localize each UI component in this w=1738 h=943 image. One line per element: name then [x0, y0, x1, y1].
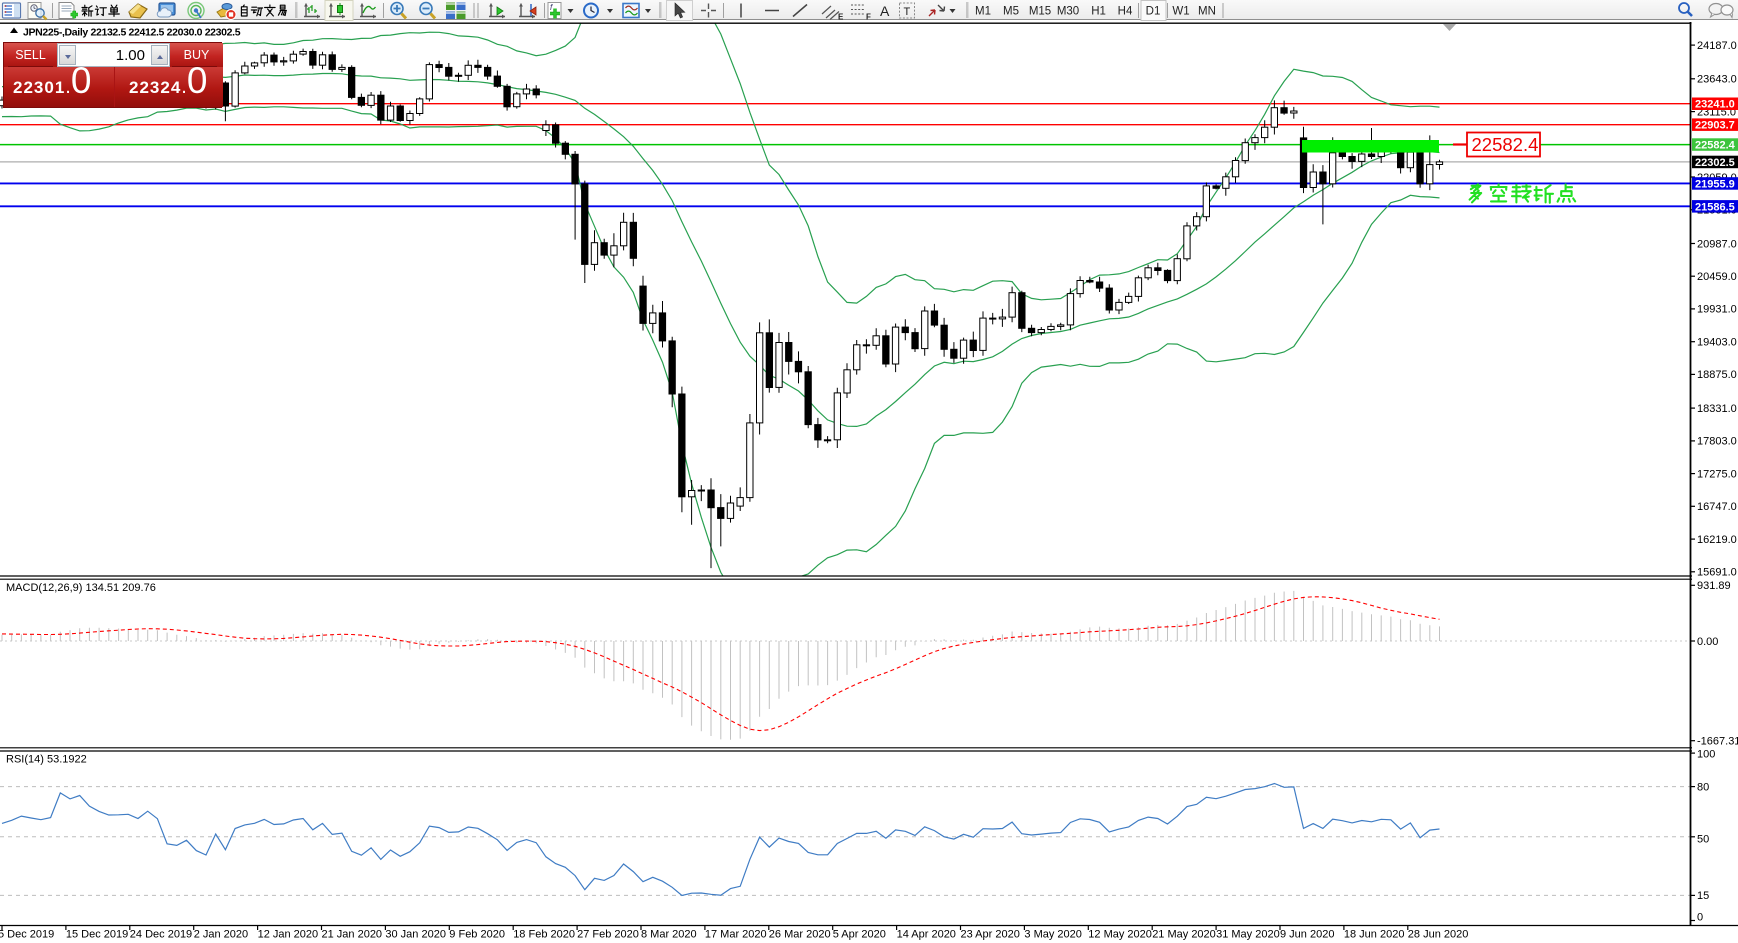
svg-text:E: E: [838, 13, 844, 22]
svg-text:18 Feb 2020: 18 Feb 2020: [513, 929, 575, 941]
svg-text:100: 100: [1697, 749, 1715, 761]
svg-text:21 May 2020: 21 May 2020: [1152, 929, 1216, 941]
svg-text:0: 0: [1697, 912, 1703, 924]
svg-text:M15: M15: [1029, 6, 1051, 18]
svg-text:931.89: 931.89: [1697, 580, 1731, 592]
svg-text:50: 50: [1697, 833, 1709, 845]
svg-text:9 Jun 2020: 9 Jun 2020: [1280, 929, 1334, 941]
svg-text:31 May 2020: 31 May 2020: [1216, 929, 1280, 941]
svg-text:18875.0: 18875.0: [1697, 369, 1737, 381]
svg-text:2 Jan 2020: 2 Jan 2020: [194, 929, 248, 941]
svg-text:-1667.31: -1667.31: [1697, 736, 1738, 748]
svg-text:15: 15: [1697, 890, 1709, 902]
svg-text:21955.9: 21955.9: [1695, 178, 1735, 190]
svg-text:H1: H1: [1091, 6, 1106, 18]
svg-text:28 Jun 2020: 28 Jun 2020: [1408, 929, 1469, 941]
svg-text:27 Feb 2020: 27 Feb 2020: [577, 929, 639, 941]
svg-text:16219.0: 16219.0: [1697, 534, 1737, 546]
svg-text:JPN225-,Daily 22132.5 22412.5: JPN225-,Daily 22132.5 22412.5 22030.0 22…: [23, 27, 241, 39]
svg-text:F: F: [866, 13, 871, 22]
svg-text:M1: M1: [975, 6, 991, 18]
svg-text:0.00: 0.00: [1697, 636, 1718, 648]
svg-text:12 May 2020: 12 May 2020: [1088, 929, 1152, 941]
svg-text:23643.0: 23643.0: [1697, 74, 1737, 86]
svg-text:22582.4: 22582.4: [1695, 140, 1736, 152]
svg-text:f: f: [550, 3, 553, 12]
svg-text:T: T: [904, 6, 911, 18]
svg-text:21586.5: 21586.5: [1695, 201, 1735, 213]
svg-text:D1: D1: [1146, 6, 1161, 18]
svg-text:3 May 2020: 3 May 2020: [1024, 929, 1081, 941]
svg-text:30 Jan 2020: 30 Jan 2020: [385, 929, 446, 941]
svg-text:W1: W1: [1172, 6, 1189, 18]
svg-text:14 Apr 2020: 14 Apr 2020: [897, 929, 956, 941]
svg-text:23241.0: 23241.0: [1695, 99, 1735, 111]
svg-text:17803.0: 17803.0: [1697, 436, 1737, 448]
svg-text:20987.0: 20987.0: [1697, 238, 1737, 250]
svg-text:26 Mar 2020: 26 Mar 2020: [769, 929, 831, 941]
svg-text:15 Dec 2019: 15 Dec 2019: [66, 929, 128, 941]
svg-text:24 Dec 2019: 24 Dec 2019: [130, 929, 192, 941]
svg-text:5 Apr 2020: 5 Apr 2020: [833, 929, 886, 941]
svg-text:8 Mar 2020: 8 Mar 2020: [641, 929, 697, 941]
svg-text:9 Feb 2020: 9 Feb 2020: [449, 929, 505, 941]
svg-text:M30: M30: [1057, 6, 1079, 18]
svg-text:M5: M5: [1003, 6, 1019, 18]
svg-text:MN: MN: [1198, 6, 1216, 18]
svg-text:18 Jun 2020: 18 Jun 2020: [1344, 929, 1405, 941]
svg-text:15691.0: 15691.0: [1697, 567, 1737, 579]
svg-text:23 Apr 2020: 23 Apr 2020: [961, 929, 1020, 941]
svg-text:18331.0: 18331.0: [1697, 403, 1737, 415]
svg-text:22582.4: 22582.4: [1472, 134, 1539, 155]
svg-text:H4: H4: [1118, 6, 1133, 18]
svg-text:80: 80: [1697, 781, 1709, 793]
svg-text:5 Dec 2019: 5 Dec 2019: [0, 929, 54, 941]
svg-text:19931.0: 19931.0: [1697, 304, 1737, 316]
svg-text:16747.0: 16747.0: [1697, 501, 1737, 513]
svg-text:A: A: [880, 3, 890, 19]
svg-text:MACD(12,26,9) 134.51 209.76: MACD(12,26,9) 134.51 209.76: [6, 582, 156, 594]
svg-text:21 Jan 2020: 21 Jan 2020: [322, 929, 383, 941]
svg-text:22302.5: 22302.5: [1695, 157, 1735, 169]
svg-text:17275.0: 17275.0: [1697, 468, 1737, 480]
svg-text:12 Jan 2020: 12 Jan 2020: [258, 929, 319, 941]
svg-text:20459.0: 20459.0: [1697, 271, 1737, 283]
svg-text:22903.7: 22903.7: [1695, 120, 1735, 132]
svg-text:19403.0: 19403.0: [1697, 337, 1737, 349]
svg-text:17 Mar 2020: 17 Mar 2020: [705, 929, 767, 941]
svg-text:24187.0: 24187.0: [1697, 40, 1737, 52]
svg-text:RSI(14) 53.1922: RSI(14) 53.1922: [6, 754, 87, 766]
